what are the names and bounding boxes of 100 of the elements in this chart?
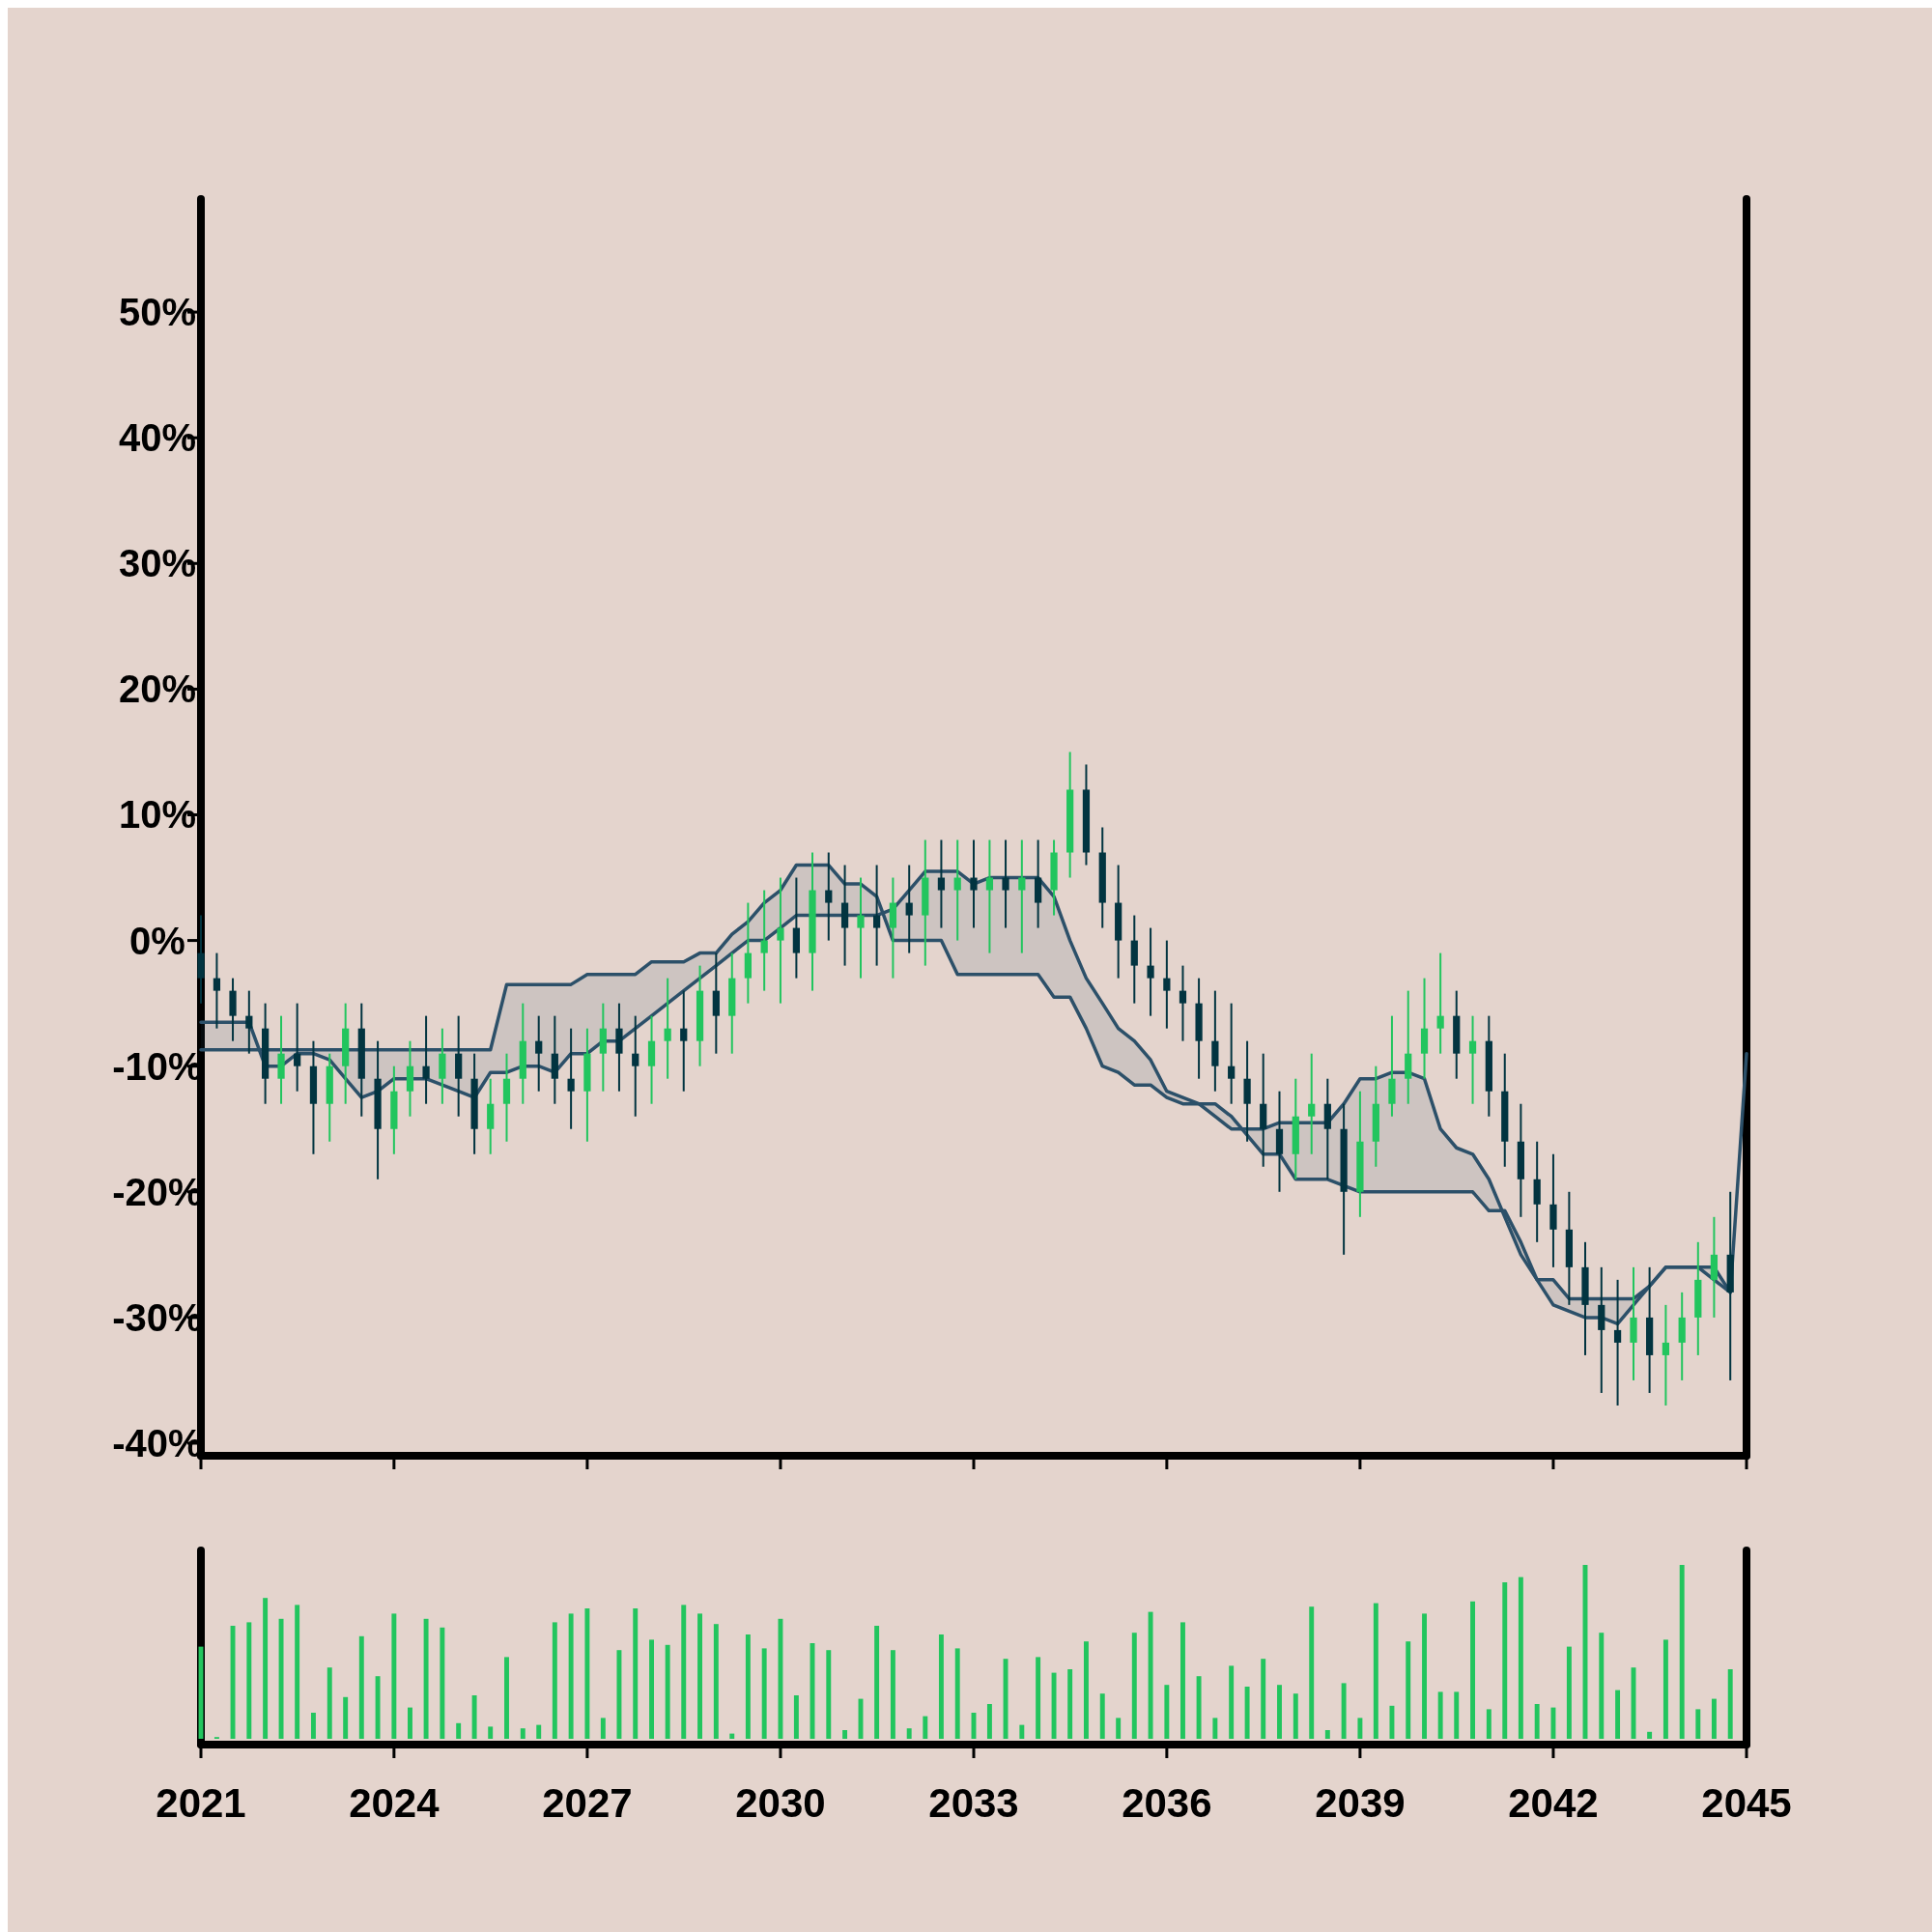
bar <box>246 1622 252 1739</box>
candlestick <box>680 989 688 1093</box>
bar <box>1727 1669 1733 1739</box>
candlestick <box>777 876 784 1005</box>
bar <box>1244 1687 1250 1739</box>
bar <box>729 1733 735 1739</box>
bar <box>1341 1683 1347 1739</box>
bar <box>923 1716 928 1739</box>
bar <box>890 1650 895 1739</box>
candlestick <box>213 952 221 1030</box>
bar <box>713 1624 719 1739</box>
bar <box>520 1728 526 1739</box>
y-tick-label: 10% <box>118 793 197 837</box>
bar <box>1615 1690 1621 1739</box>
bar <box>778 1618 783 1739</box>
bar <box>616 1650 622 1739</box>
bar <box>1662 1639 1668 1739</box>
bar <box>1647 1731 1653 1739</box>
bar <box>1164 1685 1170 1739</box>
bar <box>1599 1633 1605 1739</box>
bar <box>1293 1693 1298 1739</box>
bar <box>1454 1691 1460 1739</box>
bar <box>1502 1582 1508 1739</box>
bar <box>1229 1665 1235 1739</box>
bar <box>456 1722 462 1739</box>
candlestick <box>873 864 881 967</box>
bar <box>1277 1685 1282 1739</box>
x-tick-label: 2033 <box>928 1779 1019 1826</box>
candlestick <box>664 977 671 1080</box>
bar <box>1324 1730 1330 1739</box>
bar <box>1067 1669 1073 1739</box>
candlestick <box>1147 926 1154 1017</box>
bar <box>793 1695 799 1739</box>
bar <box>295 1605 300 1739</box>
x-tick-label: 2024 <box>349 1779 440 1826</box>
bar <box>1486 1709 1492 1739</box>
bar <box>1422 1613 1427 1739</box>
bar <box>1131 1633 1137 1739</box>
bar <box>343 1696 349 1739</box>
candlestick <box>535 1014 543 1093</box>
bar <box>488 1726 494 1739</box>
candlestick <box>1228 1002 1236 1105</box>
candlestick <box>632 1014 639 1118</box>
candlestick <box>1468 1014 1477 1105</box>
bar <box>1019 1724 1025 1739</box>
bar <box>327 1667 332 1739</box>
bar <box>906 1728 912 1739</box>
bar <box>1261 1659 1266 1739</box>
bar <box>408 1707 412 1739</box>
bar <box>504 1657 509 1739</box>
bar <box>1518 1577 1523 1739</box>
bar <box>375 1676 381 1739</box>
bar <box>1148 1611 1153 1739</box>
bar <box>600 1718 606 1739</box>
bar <box>358 1635 364 1739</box>
candlestick <box>970 838 978 929</box>
bar <box>310 1713 316 1739</box>
bar <box>1309 1606 1315 1739</box>
bar <box>568 1613 574 1739</box>
y-tick-label: 20% <box>118 668 197 711</box>
bar <box>552 1622 557 1739</box>
x-tick-label: 2042 <box>1508 1779 1599 1826</box>
candlestick <box>1308 1052 1316 1155</box>
bar <box>1083 1641 1089 1739</box>
bar <box>986 1704 992 1739</box>
y-tick-label: 30% <box>118 542 197 585</box>
x-tick-label: 2027 <box>542 1779 633 1826</box>
bar <box>1357 1718 1363 1739</box>
candlestick <box>825 851 833 942</box>
bar <box>1373 1603 1378 1739</box>
bar <box>826 1650 832 1739</box>
bar <box>1003 1659 1009 1739</box>
candlestick <box>760 889 768 992</box>
y-tick-label: 40% <box>118 416 197 460</box>
bar <box>1711 1698 1717 1739</box>
bar <box>1036 1657 1041 1739</box>
bar <box>1534 1704 1540 1739</box>
bar <box>1470 1601 1476 1739</box>
candlestick <box>422 1014 430 1105</box>
bar <box>633 1608 639 1739</box>
candlestick <box>1179 964 1187 1042</box>
y-tick-label: 50% <box>118 291 197 334</box>
x-tick-label: 2039 <box>1315 1779 1406 1826</box>
bar <box>761 1648 767 1739</box>
candlestick <box>1613 1278 1622 1406</box>
bar <box>1099 1693 1105 1739</box>
bar <box>423 1618 429 1739</box>
candlestick <box>294 1002 301 1093</box>
bar <box>230 1626 236 1739</box>
candlestick <box>953 838 961 942</box>
candlestick <box>1662 1303 1670 1406</box>
bar <box>954 1648 960 1739</box>
x-tick-label: 2045 <box>1701 1779 1792 1826</box>
bar <box>1566 1646 1572 1739</box>
bar <box>1196 1676 1202 1739</box>
bar <box>263 1598 269 1739</box>
bar <box>536 1724 542 1739</box>
candlestick <box>567 1027 575 1130</box>
bar <box>471 1695 477 1739</box>
bar <box>1180 1622 1185 1739</box>
